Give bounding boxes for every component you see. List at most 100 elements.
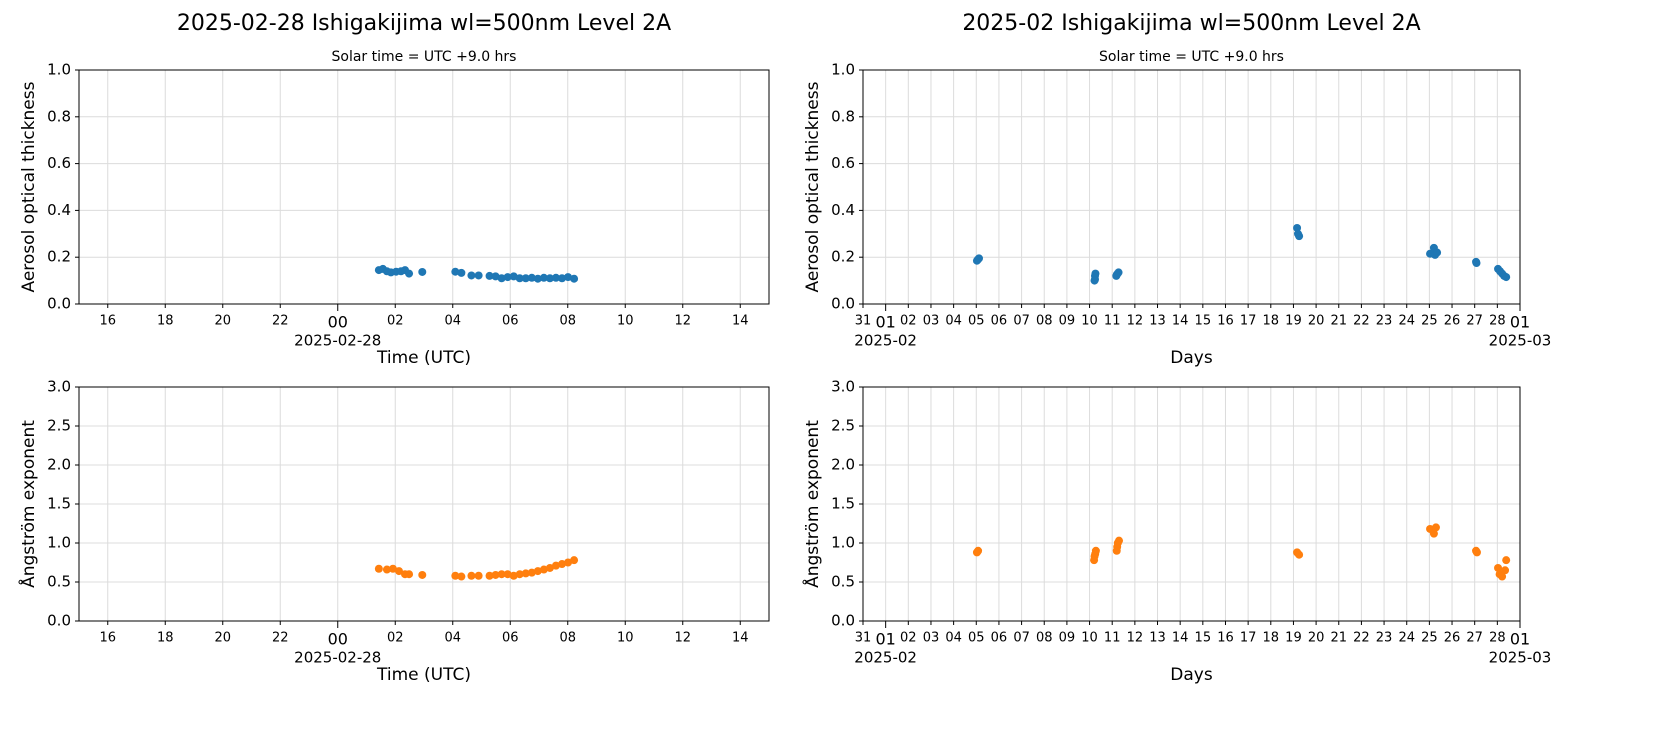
data-point [1293,223,1302,232]
x-tick-label: 04 [945,314,962,329]
data-point [558,560,566,569]
x-tick-label: 06 [502,631,519,646]
y-tick-label: 0.0 [47,612,71,630]
data-point [491,272,500,281]
x-tick-label: 16 [1217,314,1234,329]
data-point [551,561,560,570]
data-point [545,274,554,283]
data-point [521,569,530,578]
y-axis-label: Aerosol optical thickness [19,81,39,292]
x-tick-label: 01 [1510,313,1530,332]
x-tick-label: 06 [502,314,519,329]
x-tick-label: 15 [1195,631,1212,646]
x-tick-label: 21 [1330,314,1347,329]
x-date-label: 2025-02-28 [294,649,381,667]
x-tick-label: 15 [1195,314,1212,329]
x-axis-label: Time (UTC) [376,665,471,685]
y-tick-label: 2.5 [47,417,71,435]
y-tick-label: 0.8 [47,107,71,125]
data-point [533,274,542,283]
data-point [418,267,427,276]
data-point [497,570,506,579]
x-tick-label: 18 [157,631,174,646]
x-tick-label: 04 [444,314,461,329]
data-point [491,570,500,579]
data-point [527,273,536,282]
x-tick-label: 13 [1149,631,1166,646]
x-tick-label: 25 [1421,314,1438,329]
data-point [515,570,524,579]
x-tick-label: 00 [328,313,348,332]
data-point [394,567,403,576]
data-point [509,571,518,580]
y-tick-label: 1.5 [831,495,855,513]
data-point [564,558,573,567]
x-tick-label: 11 [1104,314,1121,329]
y-tick-label: 0.5 [47,573,71,591]
x-tick-label: 08 [559,631,576,646]
data-point [388,564,397,573]
x-tick-label: 24 [1398,631,1415,646]
data-point [1494,563,1503,572]
data-point [974,546,983,555]
y-tick-label: 0.4 [47,201,71,219]
x-tick-label: 26 [1444,631,1461,646]
y-axis-label: Ångström exponent [17,420,39,588]
x-tick-label: 12 [1127,631,1144,646]
x-tick-label: 12 [1127,314,1144,329]
data-point [474,571,483,580]
y-tick-label: 0.0 [831,295,855,313]
y-tick-label: 2.0 [831,456,855,474]
data-point [1472,259,1481,268]
plot-frame [78,69,770,305]
x-tick-label: 20 [214,314,231,329]
data-point [545,563,554,572]
x-tick-label: 02 [900,314,917,329]
x-tick-label: 10 [1081,314,1098,329]
y-tick-label: 0.8 [831,107,855,125]
x-tick-label: 16 [1217,631,1234,646]
subtitle: Solar time = UTC +9.0 hrs [1099,49,1284,65]
data-point [521,274,530,283]
x-axis-label: Time (UTC) [376,348,471,368]
y-tick-label: 1.0 [47,61,71,79]
x-tick-label: 14 [1172,314,1189,329]
data-point [570,274,579,283]
data-point [1502,273,1511,282]
x-tick-label: 10 [1081,631,1098,646]
x-tick-label: 20 [1308,631,1325,646]
x-axis-label: Days [1170,665,1213,685]
x-tick-label: 06 [991,314,1008,329]
x-tick-label: 31 [855,631,872,646]
x-tick-label: 26 [1444,314,1461,329]
x-tick-label: 03 [923,631,940,646]
data-point [527,568,536,577]
data-point [405,269,414,278]
data-point [1501,566,1510,575]
y-tick-label: 2.0 [47,456,71,474]
data-point [539,565,548,574]
x-tick-label: 02 [387,631,404,646]
data-point [497,274,506,283]
y-tick-label: 0.6 [47,154,71,172]
data-point [467,271,476,280]
x-tick-label: 07 [1013,314,1030,329]
plot-frame [78,386,770,622]
x-tick-label: 16 [99,314,116,329]
x-tick-label: 01 [875,313,895,332]
x-tick-label: 18 [1263,631,1280,646]
y-axis-label: Aerosol optical thickness [803,81,823,292]
data-point [418,570,427,579]
x-tick-label: 10 [617,314,634,329]
data-point [1295,232,1304,241]
data-point [374,564,383,573]
data-point [451,267,460,276]
x-tick-label: 17 [1240,631,1257,646]
y-tick-label: 1.0 [831,534,855,552]
subtitle: Solar time = UTC +9.0 hrs [332,49,517,65]
x-tick-label: 03 [923,314,940,329]
data-point [485,571,494,580]
x-tick-label: 21 [1330,631,1347,646]
data-point [539,273,548,282]
x-tick-label: 27 [1466,314,1483,329]
